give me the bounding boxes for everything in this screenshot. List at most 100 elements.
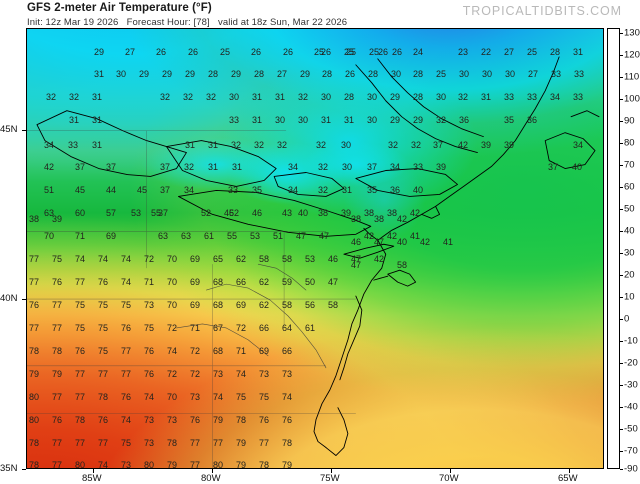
temperature-value: 40: [297, 208, 309, 218]
temperature-value: 80: [74, 460, 86, 468]
temperature-value: 74: [166, 346, 178, 356]
temperature-value: 41: [442, 237, 454, 247]
temperature-value: 79: [235, 460, 247, 468]
temperature-colorbar[interactable]: [607, 28, 620, 469]
temperature-value: 31: [320, 115, 332, 125]
temperature-value: 77: [120, 346, 132, 356]
temperature-value: 27: [124, 47, 136, 57]
temperature-value: 72: [166, 323, 178, 333]
temperature-value: 77: [51, 438, 63, 448]
temperature-value: 28: [343, 92, 355, 102]
temperature-value: 66: [258, 323, 270, 333]
temperature-value: 68: [212, 346, 224, 356]
temperature-value: 42: [43, 162, 55, 172]
temperature-value: 25: [526, 47, 538, 57]
temperature-value: 79: [212, 415, 224, 425]
temperature-value: 50: [304, 277, 316, 287]
temperature-value: 75: [51, 254, 63, 264]
temperature-value: 76: [51, 277, 63, 287]
temperature-value: 73: [143, 438, 155, 448]
temperature-value: 68: [212, 277, 224, 287]
temperature-value: 47: [327, 277, 339, 287]
temperature-value: 34: [389, 162, 401, 172]
temperature-value: 28: [207, 69, 219, 79]
temperature-value: 74: [281, 392, 293, 402]
temperature-value: 42: [419, 237, 431, 247]
temperature-value: 71: [143, 277, 155, 287]
temperature-value: 30: [228, 92, 240, 102]
colorbar-tick: [620, 231, 623, 232]
colorbar-tick: [620, 165, 623, 166]
temperature-value: 67: [212, 323, 224, 333]
temperature-value: 45: [74, 185, 86, 195]
colorbar-tick: [620, 469, 623, 470]
latitude-label: 45N: [0, 124, 18, 135]
latitude-tick: [22, 130, 26, 131]
temperature-value: 73: [120, 460, 132, 468]
temperature-value: 74: [235, 369, 247, 379]
temperature-value: 66: [235, 277, 247, 287]
temperature-value: 28: [412, 92, 424, 102]
temperature-value: 72: [189, 369, 201, 379]
colorbar-label: -10: [624, 335, 638, 347]
temperature-value: 32: [435, 115, 447, 125]
forecast-metadata: Init: 12z Mar 19 2026 Forecast Hour: [78…: [27, 17, 348, 28]
temperature-value: 32: [410, 140, 422, 150]
temperature-value: 75: [235, 392, 247, 402]
temperature-value: 57: [105, 208, 117, 218]
temperature-value: 78: [235, 415, 247, 425]
temperature-value: 30: [320, 92, 332, 102]
temperature-value: 42: [396, 214, 408, 224]
colorbar-label: 30: [624, 247, 635, 259]
temperature-value: 75: [74, 323, 86, 333]
temperature-value: 72: [166, 369, 178, 379]
temperature-value: 63: [180, 231, 192, 241]
temperature-value: 26: [282, 47, 294, 57]
temperature-value: 35: [503, 115, 515, 125]
temperature-value: 76: [143, 346, 155, 356]
temperature-value: 32: [182, 92, 194, 102]
temperature-value: 74: [97, 254, 109, 264]
temperature-value: 73: [143, 300, 155, 310]
temperature-value: 70: [166, 300, 178, 310]
temperature-map[interactable]: 29 27 26 26 25 26 26 25 25 26 26 25 25 26 24 23 22 27 25 28…: [26, 28, 604, 469]
temperature-value: 30: [366, 115, 378, 125]
temperature-value: 35: [366, 185, 378, 195]
temperature-value: 47: [350, 254, 362, 264]
temperature-value: 53: [130, 208, 142, 218]
temperature-value: 43: [281, 208, 293, 218]
temperature-value: 78: [28, 346, 40, 356]
temperature-value: 51: [43, 185, 55, 195]
colorbar-label: 0: [624, 313, 630, 325]
temperature-value: 31: [207, 140, 219, 150]
temperature-value: 69: [235, 300, 247, 310]
geography-overlay: [36, 56, 600, 456]
latitude-label: 40N: [0, 293, 18, 304]
temperature-value: 42: [363, 231, 375, 241]
temperature-value: 26: [391, 47, 403, 57]
temperature-value: 36: [389, 185, 401, 195]
temperature-value: 59: [281, 277, 293, 287]
temperature-value: 78: [281, 438, 293, 448]
temperature-value: 31: [93, 69, 105, 79]
temperature-value: 30: [390, 69, 402, 79]
temperature-value: 33: [228, 115, 240, 125]
temperature-value: 46: [251, 208, 263, 218]
temperature-value: 37: [366, 162, 378, 172]
temperature-value: 37: [74, 162, 86, 172]
temperature-value: 37: [159, 185, 171, 195]
temperature-value: 47: [318, 231, 330, 241]
temperature-value: 44: [105, 185, 117, 195]
temperature-value: 77: [28, 254, 40, 264]
temperature-value: 31: [480, 92, 492, 102]
temperature-value: 53: [304, 254, 316, 264]
temperature-value: 38: [386, 208, 398, 218]
colorbar-label: -70: [624, 445, 638, 457]
temperature-value: 75: [120, 438, 132, 448]
temperature-value: 79: [28, 369, 40, 379]
colorbar-tick: [620, 341, 623, 342]
temperature-value: 76: [28, 300, 40, 310]
temperature-value: 77: [258, 438, 270, 448]
temperature-value: 76: [281, 415, 293, 425]
temperature-value: 31: [184, 140, 196, 150]
